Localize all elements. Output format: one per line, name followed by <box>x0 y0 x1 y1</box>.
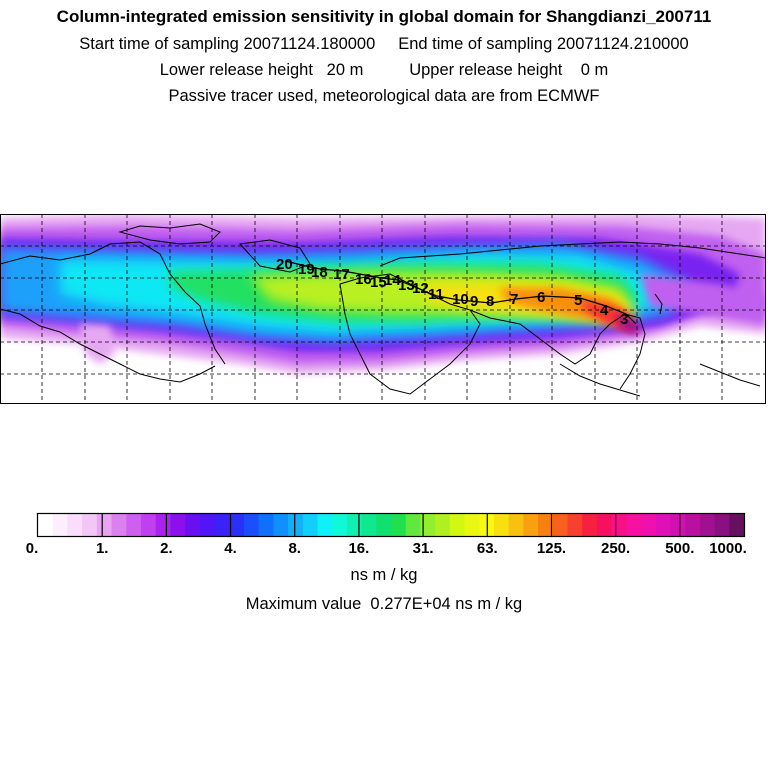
trajectory-path <box>284 260 637 325</box>
day-label-4: 4 <box>600 302 609 319</box>
colorbar-cell <box>596 514 613 536</box>
day-label-10: 10 <box>452 291 469 308</box>
colorbar-cell <box>317 514 333 536</box>
colorbar-cell <box>449 514 466 536</box>
colorbar-tick-label: 500. <box>665 540 694 557</box>
day-label-20: 20 <box>276 256 293 273</box>
colorbar-cell <box>38 514 54 536</box>
page-title: Column-integrated emission sensitivity i… <box>56 7 712 26</box>
day-label-16: 16 <box>355 271 372 288</box>
colorbar-cell <box>493 514 510 536</box>
colorbar-cell <box>641 514 657 536</box>
day-label-7: 7 <box>510 291 518 308</box>
colorbar-tick-label: 31. <box>413 540 434 557</box>
day-label-3: 3 <box>620 311 628 328</box>
colorbar-cell <box>699 514 716 536</box>
colorbar-cell <box>302 514 319 536</box>
colorbar-cell <box>508 514 524 536</box>
maximum-value-text: Maximum value 0.277E+04 ns m / kg <box>245 595 523 613</box>
colorbar-ticks <box>101 514 681 536</box>
colorbar-cell <box>346 514 363 536</box>
colorbar-cell <box>729 514 745 536</box>
colorbar-tick-labels: 0. 1. 2. 4. 8. 16. 31. 63. 125. 250. 500. 1000. <box>26 540 747 557</box>
colorbar-cell <box>405 514 422 536</box>
colorbar-cell <box>435 514 451 536</box>
colorbar-cell <box>67 514 83 536</box>
colorbar-cell <box>140 514 157 536</box>
colorbar-cell <box>229 514 245 536</box>
day-label-19: 19 <box>298 261 315 278</box>
colorbar-units: ns m / kg <box>350 566 418 584</box>
day-label-11: 11 <box>428 286 444 303</box>
colorbar-tick-label: 63. <box>477 540 498 557</box>
colorbar-cell <box>288 514 304 536</box>
colorbar-cell <box>96 514 113 536</box>
colorbar-cell <box>214 514 230 536</box>
colorbar-cell <box>126 514 142 536</box>
lat-lon-grid <box>0 214 766 404</box>
day-label-15: 15 <box>370 274 387 291</box>
colorbar-cell <box>170 514 186 536</box>
colorbar-cell <box>685 514 701 536</box>
colorbar-cell <box>258 514 274 536</box>
colorbar-cell <box>670 514 686 536</box>
colorbar-cell <box>273 514 289 536</box>
day-label-9: 9 <box>470 293 478 310</box>
colorbar-cell <box>567 514 583 536</box>
colorbar-cell <box>523 514 539 536</box>
colorbar-cell <box>361 514 377 536</box>
day-label-13: 13 <box>398 277 415 294</box>
release-height-line: Lower release height 20 m Upper release … <box>159 61 609 79</box>
colorbar-cell <box>332 514 348 536</box>
day-label-18: 18 <box>311 264 328 281</box>
colorbar: 0. 1. 2. 4. 8. 16. 31. 63. 125. 250. 500. 1000. <box>26 512 747 557</box>
colorbar-tick-label: 125. <box>537 540 566 557</box>
colorbar-cell <box>655 514 672 536</box>
colorbar-cell <box>538 514 554 536</box>
colorbar-cell <box>582 514 598 536</box>
colorbar-cell <box>111 514 127 536</box>
colorbar-tick-label: 1000. <box>709 540 747 557</box>
colorbar-frame <box>36 512 746 538</box>
colorbar-cell <box>714 514 730 536</box>
day-label-12: 12 <box>412 280 429 297</box>
colorbar-cell <box>155 514 171 536</box>
map-frame <box>0 214 766 404</box>
day-label-17: 17 <box>333 266 350 283</box>
sampling-time-line: Start time of sampling 20071124.180000 E… <box>79 35 689 53</box>
colorbar-tick-label: 2. <box>160 540 173 557</box>
colorbar-cell <box>243 514 260 536</box>
colorbar-cell <box>552 514 569 536</box>
colorbar-cell <box>391 514 407 536</box>
colorbar-tick-label: 4. <box>224 540 237 557</box>
day-label-6: 6 <box>537 289 545 306</box>
colorbar-tick-label: 0. <box>26 540 39 557</box>
colorbar-cell <box>199 514 216 536</box>
colorbar-cell <box>626 514 642 536</box>
tracer-info-line: Passive tracer used, meteorological data… <box>168 87 600 105</box>
colorbar-tick-label: 8. <box>288 540 301 557</box>
colorbar-cell <box>464 514 480 536</box>
colorbar-cell <box>611 514 627 536</box>
colorbar-cell <box>82 514 98 536</box>
day-label-8: 8 <box>486 293 494 310</box>
colorbar-cell <box>185 514 201 536</box>
day-label-5: 5 <box>574 292 582 309</box>
day-label-14: 14 <box>384 272 401 289</box>
colorbar-cells <box>38 514 745 536</box>
colorbar-tick-label: 16. <box>348 540 369 557</box>
colorbar-cell <box>52 514 69 536</box>
colorbar-cell <box>420 514 436 536</box>
colorbar-cell <box>376 514 392 536</box>
colorbar-tick-label: 250. <box>601 540 630 557</box>
colorbar-tick-label: 1. <box>96 540 109 557</box>
